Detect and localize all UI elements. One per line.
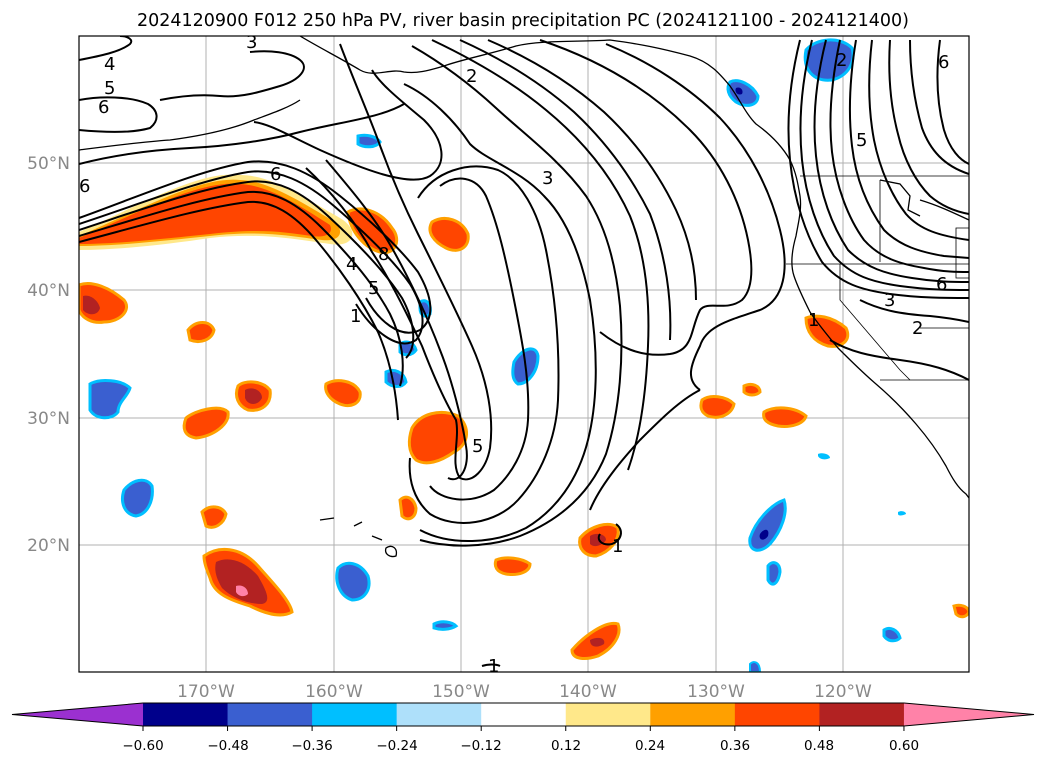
contour-label: 3 [246,32,257,53]
positive-precip-shading [79,174,969,660]
lat-label: 40°N [27,281,70,301]
negative-precip-shading [88,38,906,672]
contour-label: 1 [350,306,361,327]
colorbar-tick-label: −0.60 [122,738,163,754]
coastlines [79,36,969,558]
colorbar-segment [481,703,567,726]
lat-label: 50°N [27,154,70,174]
contour-label: 6 [98,97,109,118]
colorbar-tick-label: −0.36 [291,738,332,754]
lat-label: 20°N [27,536,70,556]
contour-label: 5 [368,278,379,299]
lon-label: 120°W [814,682,872,702]
colorbar-segment [227,703,313,726]
lon-label: 130°W [687,682,745,702]
colorbar-tick-label: 0.36 [720,738,750,754]
colorbar-tick-label: 0.12 [551,738,581,754]
contour-label: 5 [856,130,867,151]
colorbar-tick-label: 0.60 [889,738,919,754]
colorbar-tick-label: −0.24 [376,738,417,754]
contour-label: 6 [270,164,281,185]
pv-contours [79,36,969,667]
colorbar-extend-max [903,703,1034,726]
latitude-labels: 50°N 40°N 30°N 20°N [27,154,70,556]
colorbar-tick-label: 0.24 [635,738,665,754]
colorbar-extend-min [12,703,143,726]
contour-label: 6 [79,176,90,197]
contour-label: 1 [488,656,499,677]
colorbar-tick-label: −0.12 [460,738,501,754]
colorbar-ticks: −0.60 −0.48 −0.36 −0.24 −0.12 0.12 0.24 … [122,738,919,754]
lon-label: 160°W [305,682,363,702]
contour-label: 2 [912,318,923,339]
contour-label: 4 [346,254,357,275]
colorbar-segment [312,703,398,726]
contour-label: 1 [808,310,819,331]
contour-label: 6 [938,52,949,73]
contour-label: 5 [472,436,483,457]
lon-label: 150°W [432,682,490,702]
map-title: 2024120900 F012 250 hPa PV, river basin … [137,11,909,31]
colorbar-segment [396,703,482,726]
colorbar-tick-label: 0.48 [804,738,834,754]
borders [786,175,969,381]
contour-label: 5 [104,78,115,99]
colorbar-segment [819,703,905,726]
contour-label: 1 [612,536,623,557]
colorbar-segment [650,703,736,726]
map-frame [78,35,970,673]
contour-label: 4 [104,54,115,75]
contour-label: 3 [542,168,553,189]
colorbar-segment [734,703,820,726]
longitude-labels: 170°W 160°W 150°W 140°W 130°W 120°W [177,682,872,702]
colorbar-segment [143,703,229,726]
colorbar [11,702,1035,731]
lat-label: 30°N [27,409,70,429]
contour-label: 3 [884,290,895,311]
colorbar-tick-label: −0.48 [207,738,248,754]
lon-label: 170°W [177,682,235,702]
map-area: 4 5 6 6 2 3 8 4 5 1 5 1 2 5 6 3 6 2 3 6 … [79,32,969,677]
contour-label: 8 [378,244,389,265]
colorbar-segment [565,703,651,726]
contour-label: 2 [836,50,847,71]
contour-label: 2 [466,66,477,87]
contour-labels: 4 5 6 6 2 3 8 4 5 1 5 1 2 5 6 3 6 2 3 6 … [79,32,949,677]
lon-label: 140°W [559,682,617,702]
contour-label: 6 [936,274,947,295]
